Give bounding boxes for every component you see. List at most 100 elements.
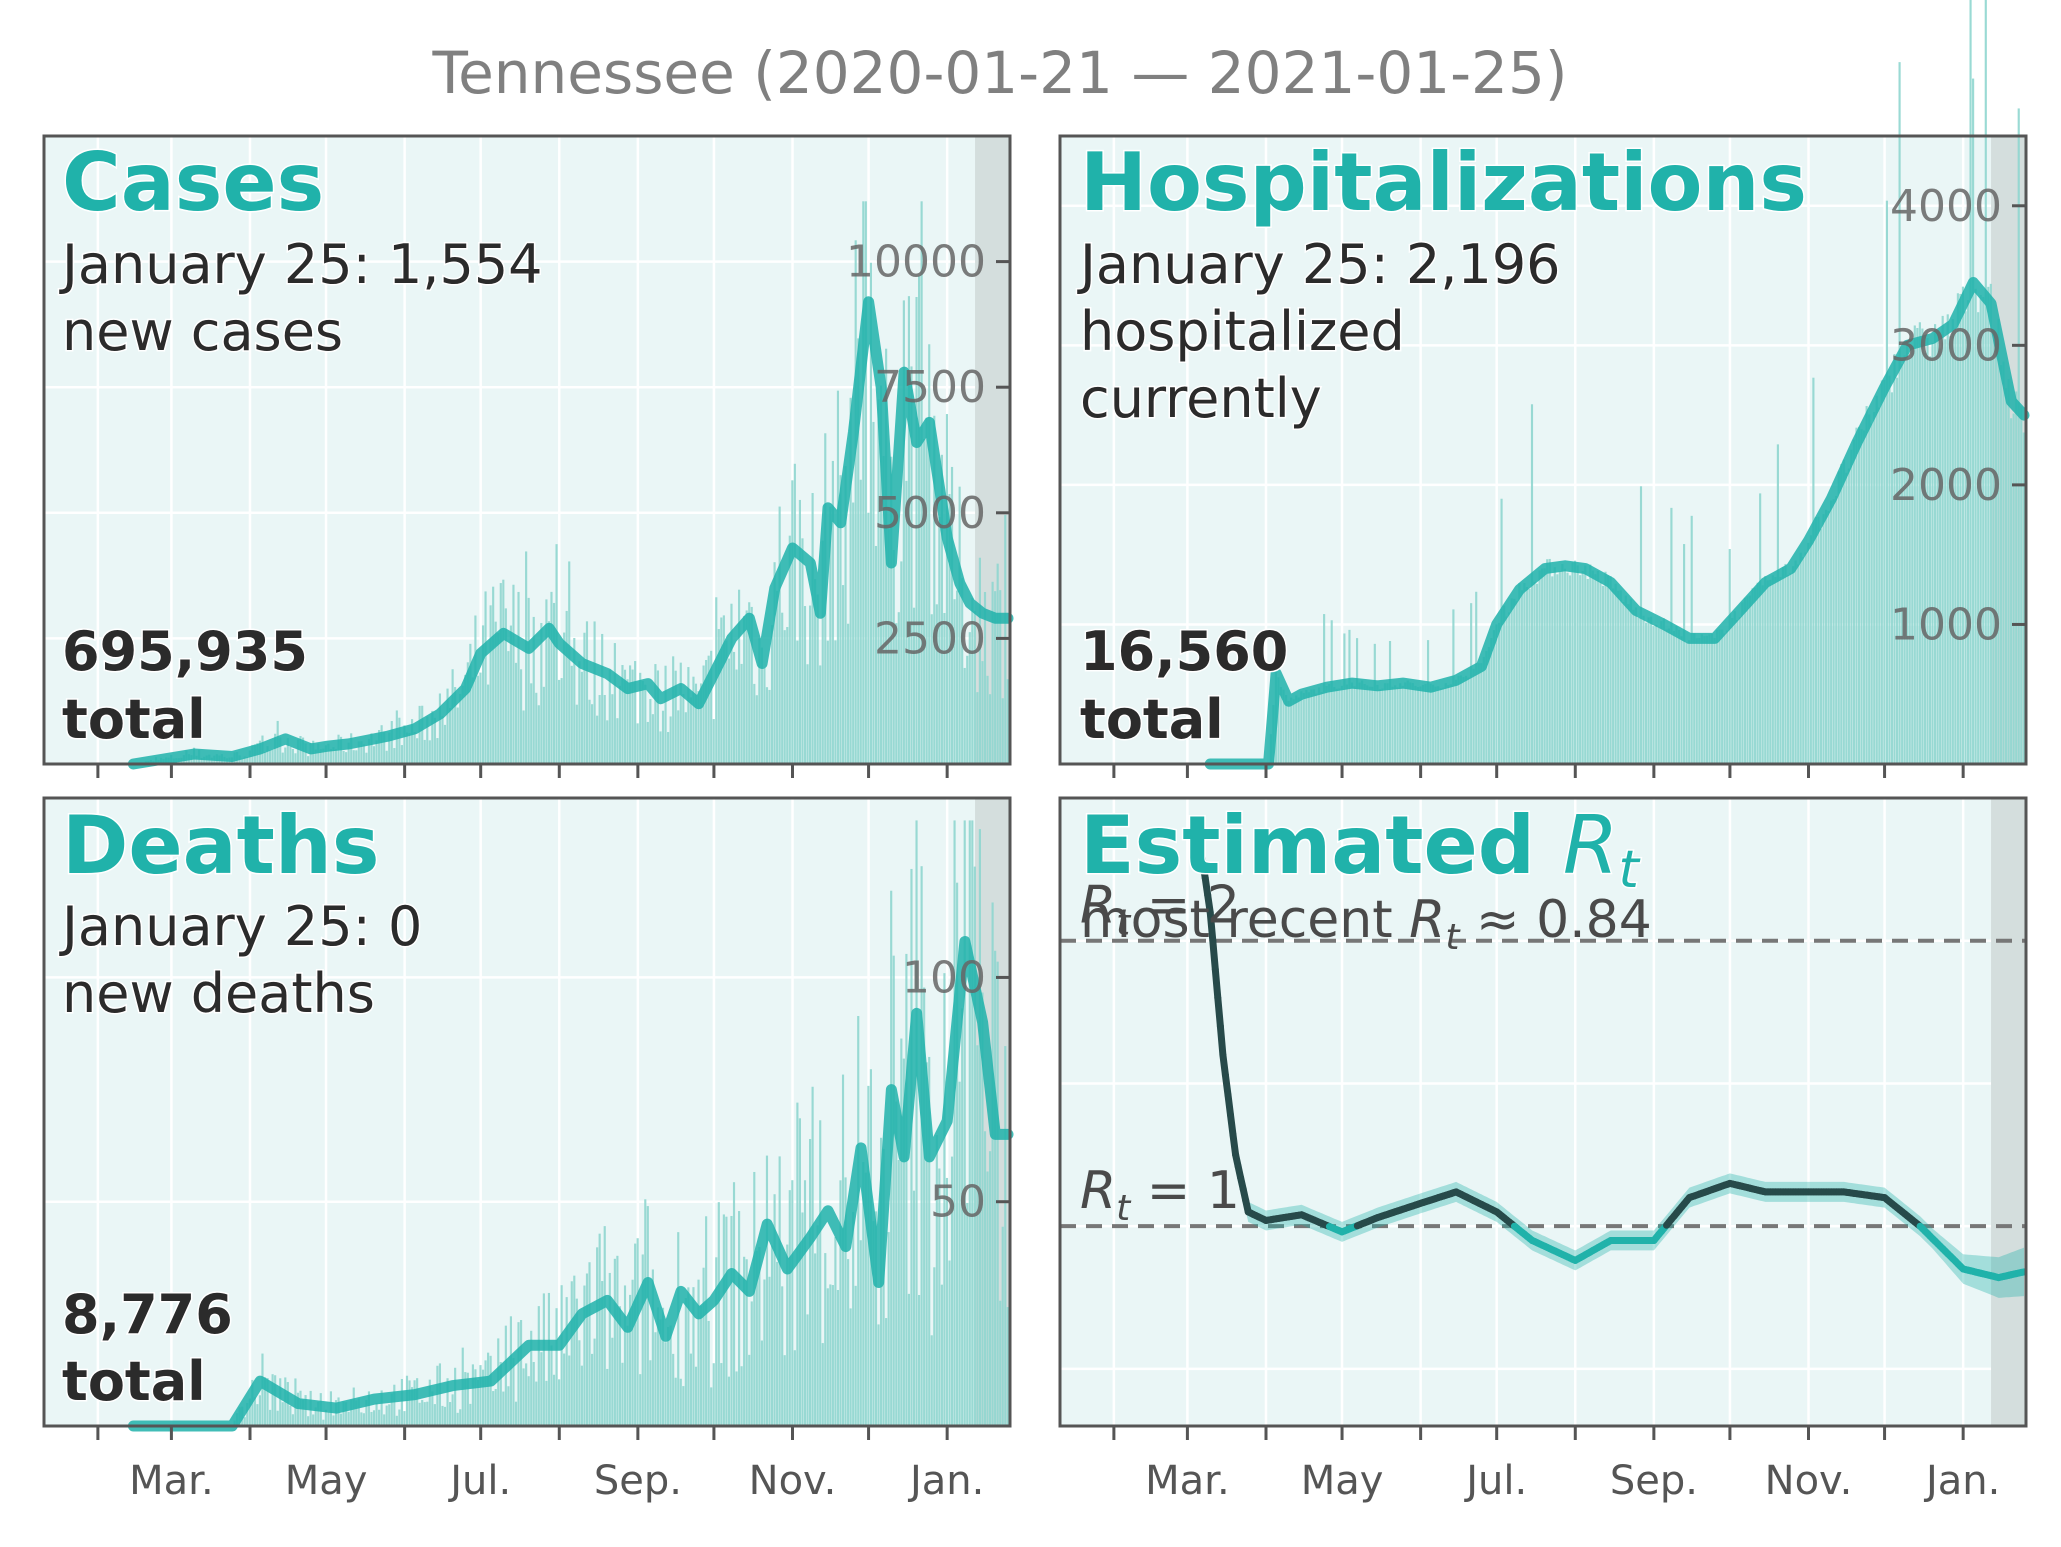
- deaths-bar: [487, 1353, 489, 1426]
- hosp-bar: [1835, 496, 1837, 764]
- hosp-bar: [1300, 691, 1302, 764]
- deaths-bar: [710, 1387, 712, 1426]
- rt-x-tick-label: Sep.: [1610, 1458, 1698, 1504]
- hosp-bar: [1617, 591, 1619, 764]
- deaths-bar: [984, 1131, 986, 1426]
- hosp-bar: [1288, 701, 1290, 764]
- deaths-bar: [588, 1262, 590, 1426]
- cases-bar: [801, 538, 803, 764]
- deaths-bar: [905, 954, 907, 1426]
- cases-bar: [421, 706, 423, 764]
- deaths-bar: [581, 1366, 583, 1426]
- rt-reference-label-2: Rt = 2: [1080, 876, 1240, 944]
- cases-bar: [756, 695, 758, 764]
- cases-bar: [543, 687, 545, 764]
- deaths-bar: [421, 1400, 423, 1426]
- cases-bar: [616, 718, 618, 764]
- hosp-bar: [1660, 621, 1662, 764]
- deaths-bar: [637, 1238, 639, 1426]
- hosp-bar: [1460, 675, 1462, 764]
- cases-bar: [730, 604, 732, 764]
- deaths-bar: [837, 1290, 839, 1426]
- hosp-bar: [1351, 682, 1353, 764]
- deaths-bar: [634, 1244, 636, 1426]
- cases-bar: [386, 751, 388, 764]
- hosp-bar: [2015, 391, 2017, 764]
- deaths-bar: [885, 1318, 887, 1426]
- deaths-bar: [822, 1343, 824, 1426]
- deaths-bar: [677, 1232, 679, 1426]
- hosp-bar: [1402, 686, 1404, 764]
- hosp-bar: [1774, 577, 1776, 764]
- cases-bar: [434, 718, 436, 764]
- hosp-bar: [1954, 328, 1956, 764]
- cases-bar: [507, 651, 509, 764]
- hosp-bar: [1298, 697, 1300, 764]
- hosp-bar: [1500, 499, 1502, 764]
- cases-bar: [675, 671, 677, 764]
- hosp-bar: [1901, 364, 1903, 764]
- deaths-bar: [804, 1180, 806, 1426]
- deaths-bar: [472, 1364, 474, 1426]
- cases-bar: [550, 592, 552, 764]
- hosp-bar: [1739, 617, 1741, 764]
- cases-bar: [1002, 698, 1004, 764]
- deaths-bar: [419, 1403, 421, 1426]
- hosp-bar: [1348, 630, 1350, 764]
- hosp-bar: [1435, 687, 1437, 764]
- hosp-bar: [1475, 592, 1477, 764]
- hosp-bar: [1620, 590, 1622, 764]
- hosp-bar: [1924, 353, 1926, 764]
- hosp-bar: [1397, 687, 1399, 764]
- hosp-bar: [1790, 573, 1792, 764]
- deaths-bar: [523, 1368, 525, 1426]
- hosp-bar: [1896, 378, 1898, 764]
- deaths-bar: [363, 1413, 365, 1426]
- deaths-bar: [918, 1295, 920, 1426]
- cases-bar: [781, 613, 783, 764]
- cases-bar: [654, 664, 656, 764]
- cases-bar: [335, 749, 337, 764]
- hosp-bar: [1792, 566, 1794, 764]
- deaths-bar: [502, 1392, 504, 1426]
- hosp-bar: [1399, 683, 1401, 764]
- cases-bar: [449, 708, 451, 764]
- hosp-bar: [1817, 517, 1819, 764]
- hosp-bar: [1642, 616, 1644, 764]
- cases-bar: [576, 705, 578, 764]
- deaths-bar: [776, 1262, 778, 1426]
- cases-y-tick-label: 2500: [874, 613, 986, 664]
- deaths-bar: [700, 1306, 702, 1426]
- hosp-bar: [1478, 663, 1480, 764]
- hosp-bar: [1389, 641, 1391, 764]
- cases-bar: [538, 705, 540, 764]
- hosp-bar: [1569, 575, 1571, 764]
- hosp-bar: [1914, 325, 1916, 764]
- hosp-bar: [1295, 695, 1297, 764]
- hosp-bar: [1934, 324, 1936, 764]
- hosp-bar: [1678, 630, 1680, 764]
- hosp-bar: [1673, 631, 1675, 764]
- hosp-bar: [1341, 686, 1343, 764]
- hosp-bar: [1703, 636, 1705, 764]
- hosp-bar: [1855, 428, 1857, 764]
- deaths-bar: [571, 1281, 573, 1426]
- deaths-bar: [829, 1284, 831, 1426]
- hosp-bar: [1516, 601, 1518, 764]
- hosp-bar: [1424, 684, 1426, 764]
- deaths-bar: [992, 902, 994, 1426]
- deaths-bar: [616, 1256, 618, 1426]
- cases-y-tick-label: 5000: [874, 488, 986, 539]
- deaths-x-tick-label: Nov.: [749, 1458, 837, 1504]
- cases-bar: [713, 719, 715, 764]
- cases-bar: [487, 685, 489, 764]
- hosp-latest-unit: hospitalized: [1080, 300, 1405, 363]
- cases-bar: [659, 731, 661, 764]
- cases-bar: [766, 687, 768, 764]
- hosp-bar: [1937, 331, 1939, 764]
- deaths-bar: [715, 1257, 717, 1426]
- hosp-bar: [1757, 583, 1759, 764]
- deaths-bar: [964, 820, 966, 1426]
